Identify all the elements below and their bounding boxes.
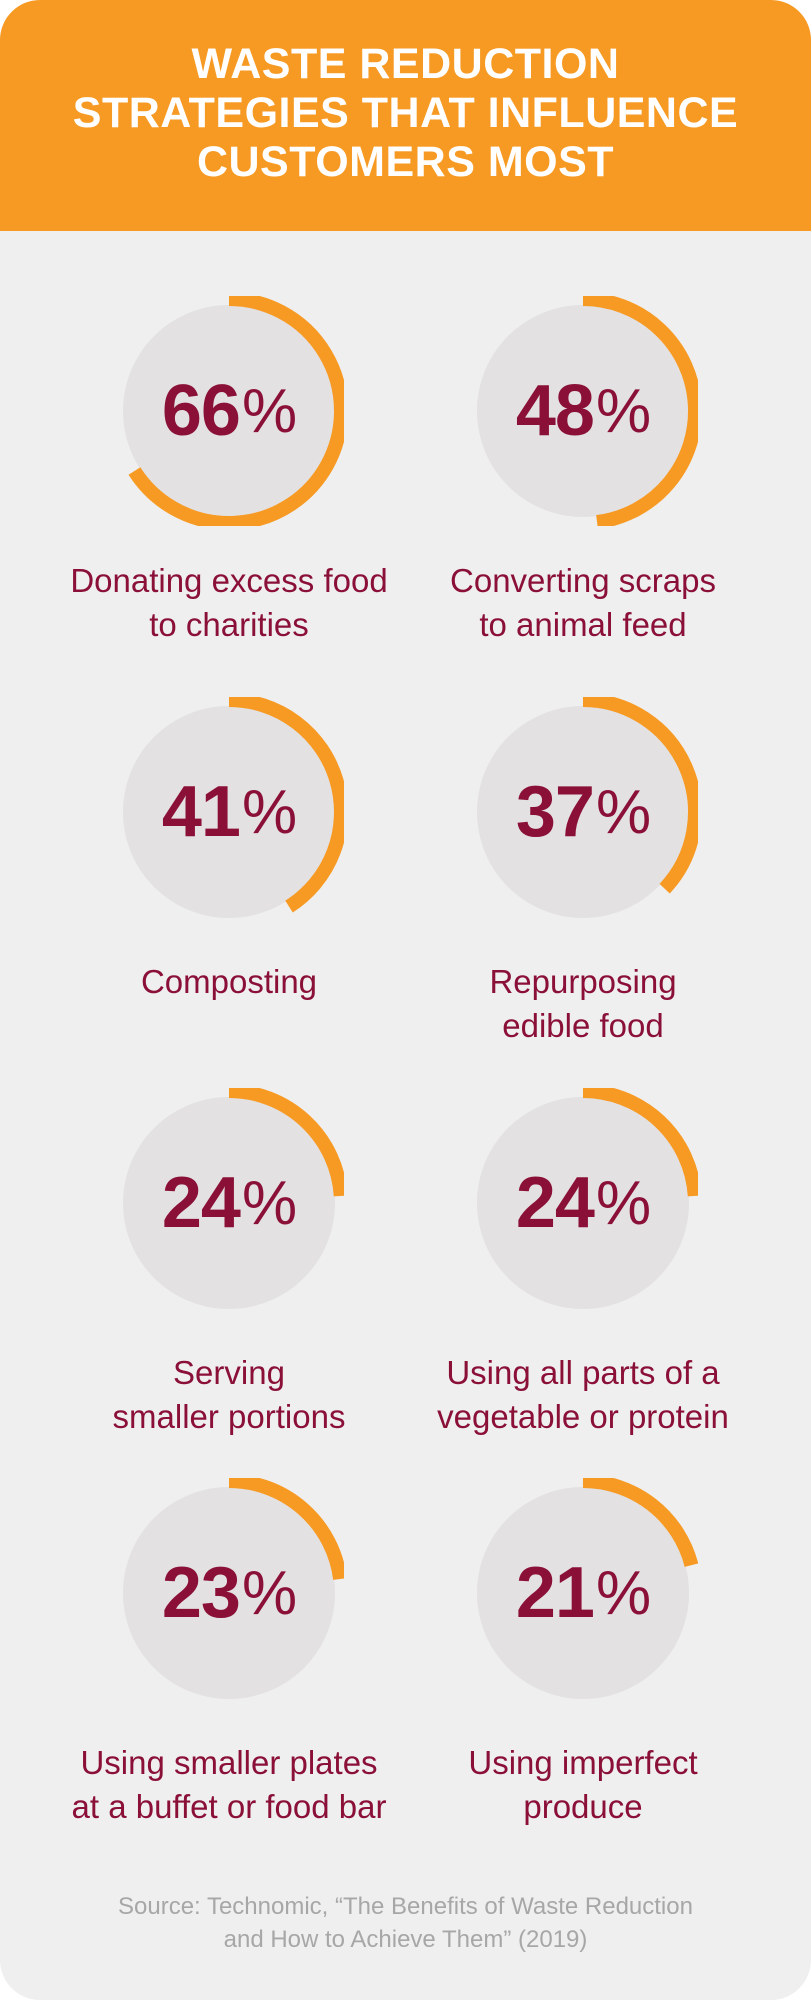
percentage-value: 24%	[468, 1088, 698, 1318]
ring-chart	[477, 296, 698, 526]
percentage-number: 23	[161, 1553, 241, 1633]
percentage-value: 23%	[114, 1478, 344, 1708]
percentage-number: 48	[515, 371, 595, 451]
percent-sign: %	[241, 1168, 297, 1238]
ring-value-arc	[582, 296, 698, 526]
ring-chart	[477, 1478, 698, 1699]
ring-chart	[477, 1088, 698, 1309]
percentage-value: 21%	[468, 1478, 698, 1708]
percentage-number: 37	[515, 772, 595, 852]
ring-tile: 66% Donating excess food to charities	[49, 296, 409, 643]
ring-value-arc	[582, 1478, 698, 1568]
percentage-value: 37%	[468, 697, 698, 927]
ring-value-arc	[128, 296, 344, 526]
percentage-number: 24	[515, 1163, 595, 1243]
percentage-value: 48%	[468, 296, 698, 526]
percent-sign: %	[595, 777, 651, 847]
ring-background-disc	[123, 706, 335, 918]
strategy-label: Repurposing edible food	[489, 963, 677, 1044]
ring-background-disc	[477, 1487, 689, 1699]
ring-background-disc	[123, 1097, 335, 1309]
ring-chart	[123, 1088, 344, 1309]
percent-sign: %	[241, 777, 297, 847]
percent-sign: %	[241, 1558, 297, 1628]
ring-tile: 41% Composting	[49, 697, 409, 1037]
page-title: WASTE REDUCTION STRATEGIES THAT INFLUENC…	[72, 40, 739, 186]
strategy-label: Converting scraps to animal feed	[450, 562, 716, 643]
ring-value-arc	[228, 697, 344, 913]
ring-chart	[123, 1478, 344, 1699]
ring-background-disc	[477, 1097, 689, 1309]
ring-background-disc	[477, 305, 689, 517]
strategy-label: Using all parts of a vegetable or protei…	[437, 1354, 729, 1435]
percentage-value: 66%	[114, 296, 344, 526]
strategy-label: Donating excess food to charities	[70, 562, 388, 643]
ring-value-arc	[582, 697, 698, 894]
ring-chart	[477, 697, 698, 918]
percentage-number: 66	[161, 371, 241, 451]
ring-background-disc	[123, 305, 335, 517]
percent-sign: %	[595, 1168, 651, 1238]
strategy-label: Using imperfect produce	[468, 1744, 698, 1825]
percentage-number: 41	[161, 772, 241, 852]
percent-sign: %	[595, 1558, 651, 1628]
percent-sign: %	[241, 376, 297, 446]
ring-background-disc	[477, 706, 689, 918]
strategy-label: Composting	[140, 963, 318, 1000]
ring-tile: 48% Converting scraps to animal feed	[403, 296, 763, 643]
header-banner: WASTE REDUCTION STRATEGIES THAT INFLUENC…	[0, 0, 811, 231]
ring-value-arc	[228, 1478, 344, 1580]
ring-chart	[123, 697, 344, 918]
percentage-number: 24	[161, 1163, 241, 1243]
percent-sign: %	[595, 376, 651, 446]
ring-chart	[123, 296, 344, 526]
strategy-label: Using smaller plates at a buffet or food…	[71, 1744, 387, 1825]
source-note: Source: Technomic, “The Benefits of Wast…	[118, 1893, 693, 1953]
ring-tile: 23% Using smaller plates at a buffet or f…	[49, 1478, 409, 1825]
percentage-value: 24%	[114, 1088, 344, 1318]
ring-value-arc	[582, 1088, 698, 1197]
ring-tile: 24% Using all parts of a vegetable or pro…	[403, 1088, 763, 1435]
ring-value-arc	[228, 1088, 344, 1197]
strategy-label: Serving smaller portions	[112, 1354, 346, 1435]
ring-tile: 37% Repurposing edible food	[403, 697, 763, 1044]
ring-background-disc	[123, 1487, 335, 1699]
percentage-number: 21	[515, 1553, 595, 1633]
ring-tile: 21% Using imperfect produce	[403, 1478, 763, 1825]
ring-tile: 24% Serving smaller portions	[49, 1088, 409, 1435]
percentage-value: 41%	[114, 697, 344, 927]
